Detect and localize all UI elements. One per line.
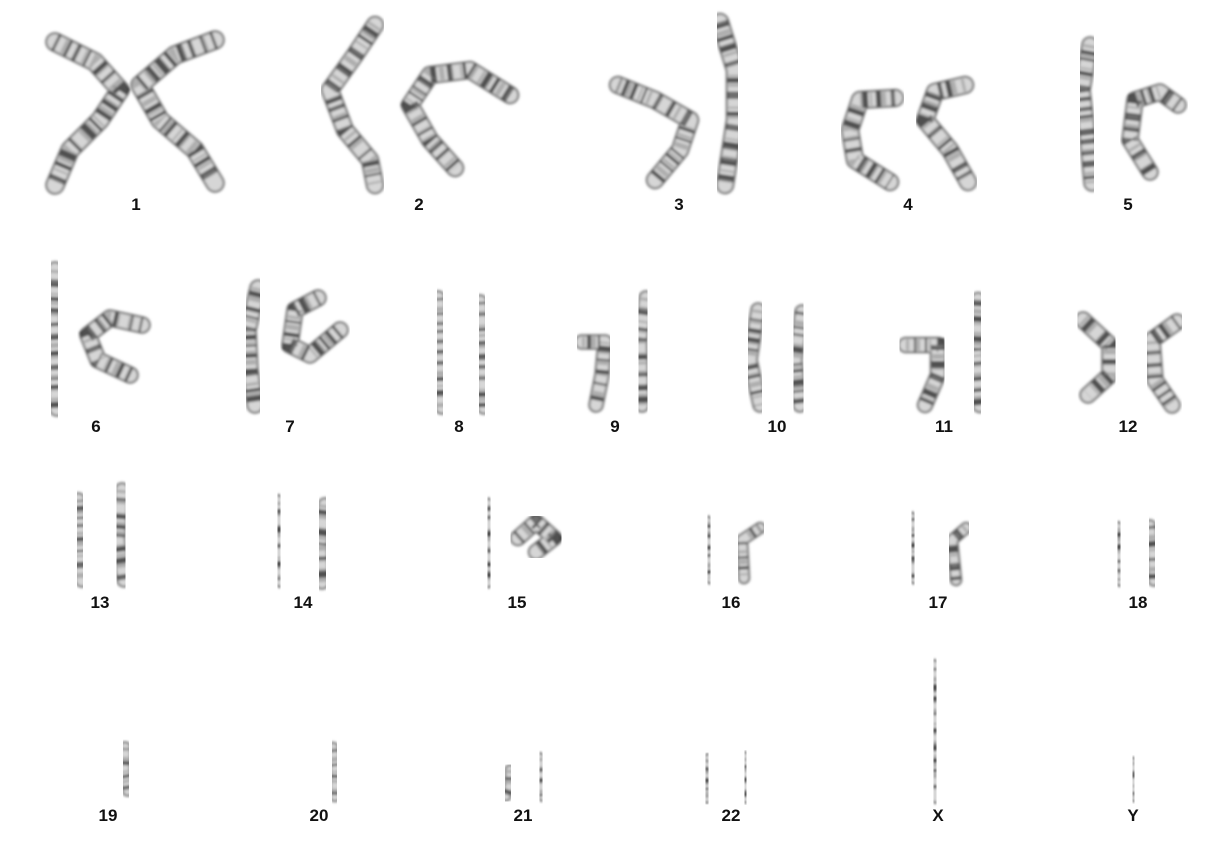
chromatid-12-2 [1143, 313, 1186, 414]
chromosome-pair-2 [320, 15, 520, 195]
chromatid-8-2 [472, 294, 492, 415]
chromosome-label-9: 9 [610, 417, 620, 436]
chromosome-label-13: 13 [90, 593, 110, 612]
chromatid-9-1 [574, 334, 613, 413]
chromatid-10-2 [787, 304, 810, 413]
chromatid-10-1 [742, 302, 768, 413]
chromosome-label-17: 17 [928, 593, 948, 612]
chromatid-18-1 [1111, 521, 1127, 587]
chromatid-21-1 [500, 764, 516, 802]
chromosome-pair-6 [43, 261, 151, 417]
chromatid-13-1 [70, 492, 90, 588]
chromatid-2-1 [320, 15, 385, 195]
chromosome-label-12: 12 [1118, 417, 1138, 436]
chromosome-label-11: 11 [935, 417, 953, 436]
chromosome-label-18: 18 [1128, 593, 1148, 612]
chromosome-label-6: 6 [91, 417, 101, 436]
chromosome-pair-16 [701, 515, 767, 585]
chromosome-pair-13 [70, 482, 132, 588]
chromatid-22-1 [699, 753, 715, 804]
chromosome-label-y: Y [1127, 806, 1139, 825]
chromatid-1-1 [45, 32, 131, 195]
chromosome-label-2: 2 [414, 195, 424, 214]
chromosome-pair-14 [270, 494, 333, 590]
chromatid-21-2 [534, 752, 548, 802]
chromatid-3-1 [608, 75, 700, 190]
chromosome-label-21: 21 [513, 806, 533, 825]
chromosome-pair-x [925, 659, 945, 804]
chromosome-label-19: 19 [98, 806, 118, 825]
chromatid-20-2 [326, 741, 343, 803]
chromosome-pair-8 [430, 290, 492, 415]
chromatid-4-2 [915, 75, 978, 192]
chromatid-11-1 [897, 336, 947, 414]
chromatid-7-1 [239, 279, 267, 414]
chromatid-12-1 [1074, 311, 1119, 404]
chromosome-label-x: X [932, 806, 944, 825]
chromatid-7-2 [281, 289, 349, 364]
chromosome-pair-4 [840, 75, 978, 192]
chromatid-y-1 [1127, 756, 1140, 803]
chromosome-pair-12 [1074, 311, 1186, 414]
chromatid-x-1 [925, 659, 945, 804]
chromatid-18-2 [1143, 519, 1161, 587]
chromosome-pair-11 [897, 291, 989, 414]
chromosome-label-1: 1 [131, 195, 141, 214]
chromatid-19-2 [117, 741, 135, 797]
chromosome-label-10: 10 [767, 417, 787, 436]
chromosome-pair-3 [608, 12, 745, 195]
chromosome-label-14: 14 [293, 593, 313, 612]
chromosome-pair-1 [45, 30, 225, 195]
chromatid-3-2 [710, 12, 745, 195]
chromosome-pair-22 [699, 751, 753, 804]
chromatid-17-1 [905, 511, 921, 585]
chromatid-5-2 [1121, 83, 1187, 181]
chromatid-13-2 [110, 482, 132, 588]
chromosome-pair-20 [291, 741, 343, 803]
chromosome-label-16: 16 [721, 593, 741, 612]
chromosome-pair-18 [1111, 519, 1161, 587]
chromosome-label-20: 20 [309, 806, 329, 825]
chromatid-17-2 [945, 521, 973, 587]
chromosome-label-15: 15 [507, 593, 527, 612]
chromatid-5-1 [1073, 36, 1101, 192]
chromatid-6-1 [43, 261, 66, 417]
chromosome-pair-9 [574, 290, 654, 413]
chromosome-label-8: 8 [454, 417, 464, 436]
chromosome-pair-5 [1073, 36, 1187, 192]
chromosome-pair-7 [239, 279, 349, 414]
chromosome-pair-y [1127, 756, 1140, 803]
chromosome-pair-19 [81, 741, 135, 797]
chromosome-label-7: 7 [285, 417, 295, 436]
chromatid-15-2 [509, 512, 565, 561]
chromatid-4-1 [840, 88, 905, 192]
chromosome-pair-21 [500, 752, 548, 802]
chromatid-16-2 [735, 521, 767, 585]
chromosome-pair-15 [479, 497, 565, 589]
chromosome-pair-17 [905, 511, 973, 587]
chromosome-label-5: 5 [1123, 195, 1133, 214]
chromosome-label-22: 22 [721, 806, 741, 825]
chromatid-1-2 [129, 30, 225, 193]
chromatid-6-2 [78, 309, 151, 384]
chromatid-15-1 [479, 497, 499, 589]
chromatid-11-2 [966, 291, 989, 414]
chromatid-8-1 [430, 290, 450, 415]
chromatid-14-1 [270, 494, 288, 588]
chromatid-22-2 [738, 751, 753, 804]
chromatid-16-1 [701, 515, 717, 585]
chromosome-label-3: 3 [674, 195, 684, 214]
chromatid-14-2 [312, 497, 333, 590]
chromatid-2-2 [400, 60, 520, 178]
chromosome-pair-10 [742, 302, 810, 413]
chromatid-9-2 [632, 290, 654, 413]
chromosome-label-4: 4 [903, 195, 913, 214]
